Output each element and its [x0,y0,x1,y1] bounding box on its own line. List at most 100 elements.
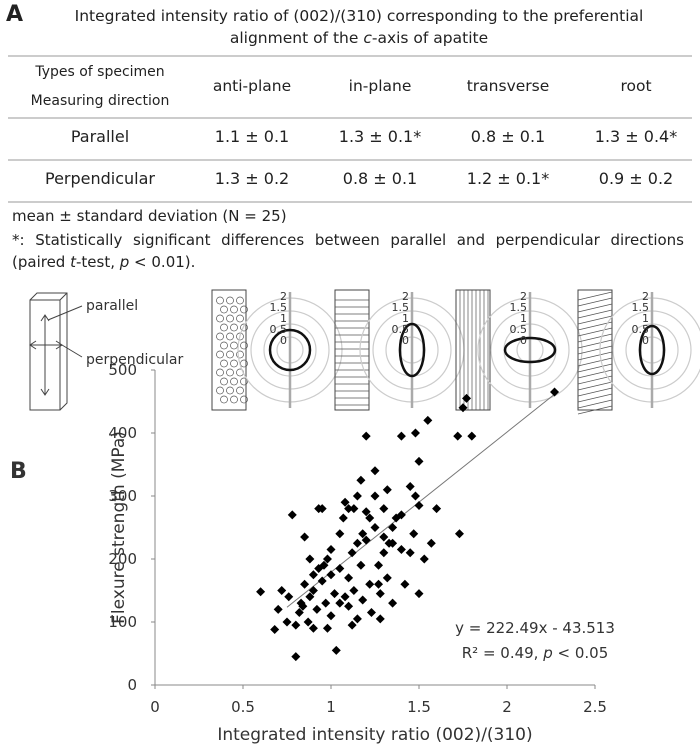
polar-label: 0.5 [632,323,650,336]
polar-label: 2 [402,290,409,303]
table-cell: 0.8 ± 0.1 [342,169,418,188]
point [453,431,463,441]
point [282,617,292,627]
polar-label: 2 [280,290,287,303]
note-part: -test, [75,253,120,271]
table-cell: Perpendicular [44,169,156,188]
title-part: -axis of apatite [371,29,489,47]
point [396,431,406,441]
orientation-profile [398,322,426,378]
specimen [211,289,247,411]
column-header: root [620,77,652,95]
point [379,548,389,558]
point [340,592,350,602]
annotation: y = 222.49x - 43.513 [455,619,615,637]
polar-label: 1 [520,312,527,325]
note-part: *: Statistically significant differences… [12,231,684,271]
polar-label: 0 [280,334,287,347]
point [349,586,359,595]
point [374,579,384,589]
y-tick-label: 400 [108,424,137,442]
polar-label: 0 [642,334,649,347]
panel-label: A [6,2,24,27]
point [410,428,420,438]
note-part: t [70,253,76,271]
y-tick-label: 100 [108,613,137,631]
point [287,510,297,520]
point [374,560,384,570]
polar-ring [599,297,700,403]
point [382,573,392,583]
point [347,620,357,630]
specimen-texture [577,291,613,415]
point [409,529,419,539]
point [382,485,392,495]
point [366,608,376,618]
point [338,513,348,523]
table-cell: 0.9 ± 0.2 [598,169,674,188]
polar-label: 1 [402,312,409,325]
x-tick-label: 2 [502,698,512,716]
point [375,589,385,599]
point [379,532,389,542]
point [347,548,357,558]
polar-label: 0.5 [270,323,288,336]
x-tick-label: 0.5 [231,698,255,716]
note-part: < 0.01). [129,253,196,271]
table-cell: 1.2 ± 0.1* [466,169,550,188]
y-tick-label: 300 [108,487,137,505]
polar-label: 1 [280,312,287,325]
point [308,623,318,633]
diagram-label: perpendicular [86,352,183,368]
y-axis-label: Flexure strength (MPa) [109,431,129,624]
point [365,513,375,523]
x-tick-label: 0 [150,698,160,716]
table-cell: 1.3 ± 0.1* [338,127,422,146]
point [419,554,429,564]
note: mean ± standard deviation (N = 25) [12,207,287,225]
point [388,523,398,532]
point [462,393,472,403]
specimen-texture [459,290,489,410]
polar-label: 0 [402,334,409,347]
specimen-texture [216,296,248,404]
point [352,491,362,501]
column-header: in-plane [348,77,412,95]
point [305,554,315,564]
point [344,504,354,514]
point [356,560,366,570]
point [322,623,332,633]
point [414,456,424,466]
point [356,475,366,485]
panel-label: B [10,459,27,484]
point [273,604,283,614]
point [426,538,436,548]
point [308,570,318,580]
column-header: anti-plane [212,77,292,95]
annotation-part: p [542,644,553,662]
annotation-part: R² = 0.49, [462,644,543,662]
point [277,586,287,595]
polar-label: 0 [520,334,527,347]
point [352,538,362,548]
point [432,504,442,514]
point [396,545,406,555]
table-cell: 1.1 ± 0.1 [214,127,290,146]
point [370,466,380,476]
y-tick-label: 500 [108,361,137,379]
table-cell: Parallel [70,127,130,146]
point [365,579,375,589]
note: *: Statistically significant differences… [12,229,684,273]
point [361,507,371,517]
point [454,529,464,539]
point [550,387,560,397]
point [300,532,310,542]
point [330,589,340,599]
polar-label: 2 [642,290,649,303]
point [379,504,389,514]
polar-label: 0.5 [510,323,528,336]
specimen [455,289,491,411]
point [467,431,477,441]
